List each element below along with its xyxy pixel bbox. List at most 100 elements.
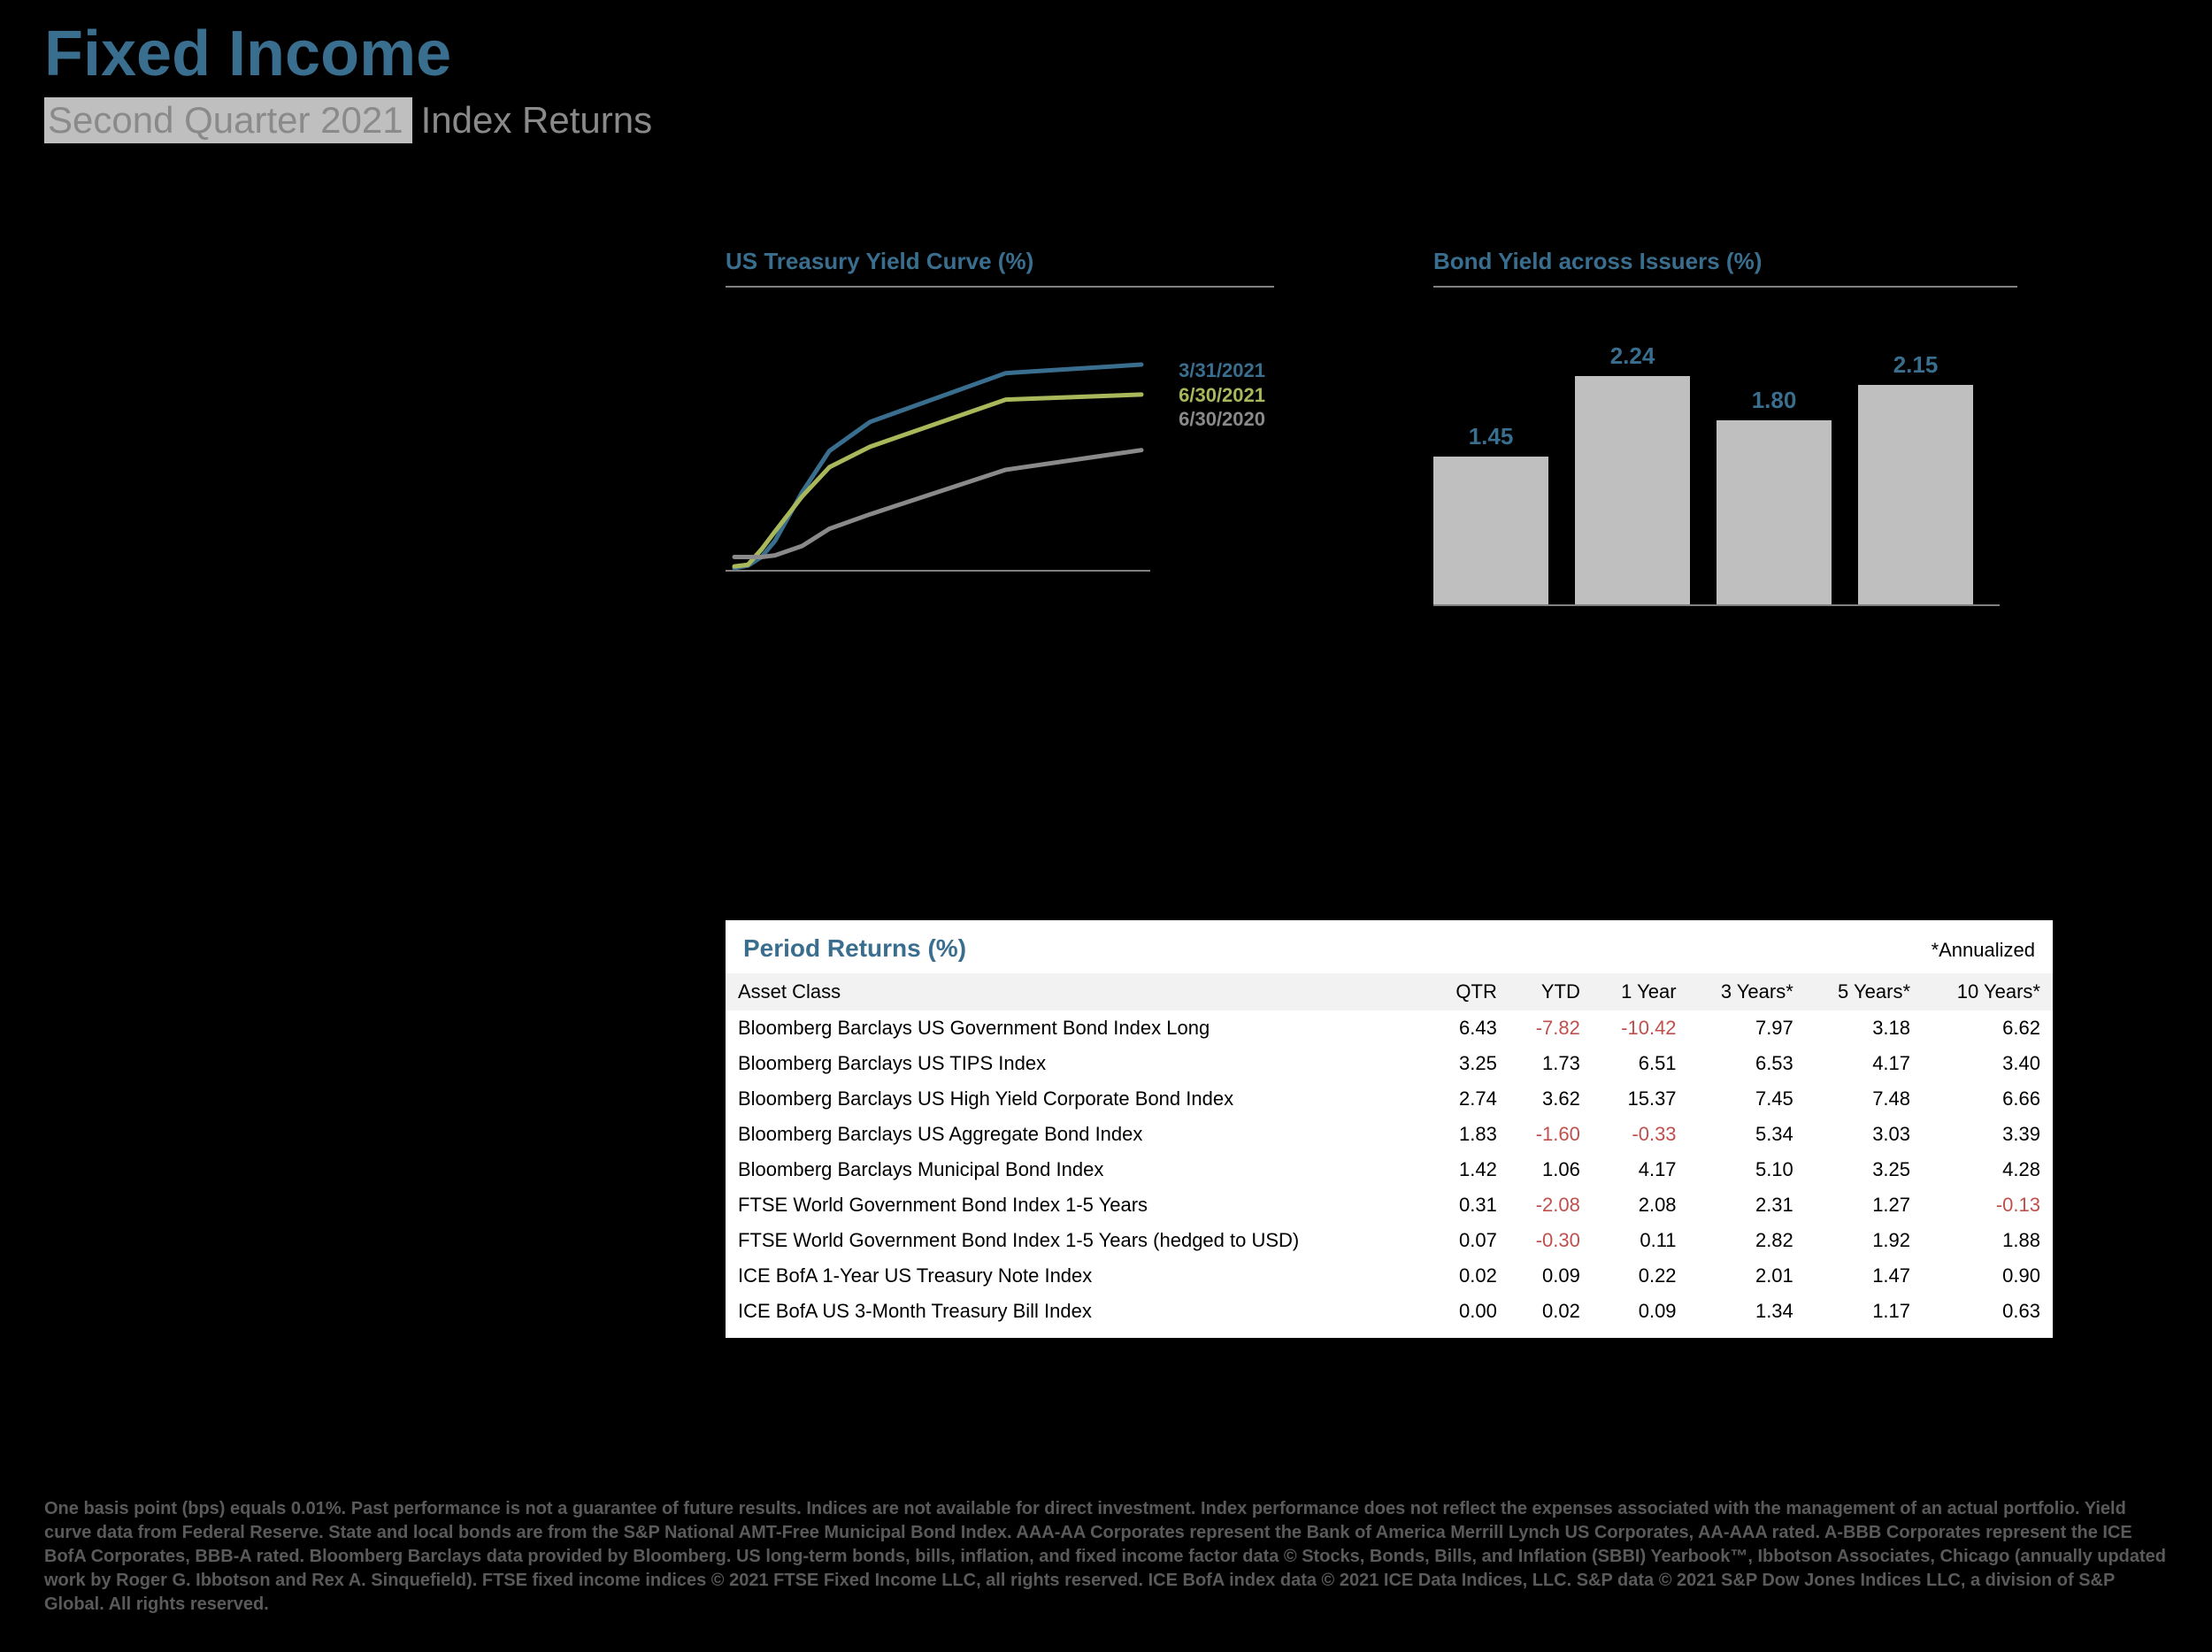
value-cell: 1.27 (1806, 1187, 1923, 1223)
value-cell: 4.28 (1923, 1152, 2053, 1187)
column-header: 5 Years* (1806, 973, 1923, 1010)
returns-data-table: Asset ClassQTRYTD1 Year3 Years*5 Years*1… (726, 973, 2053, 1329)
value-cell: -0.30 (1509, 1223, 1593, 1258)
asset-class-cell: Bloomberg Barclays US Aggregate Bond Ind… (726, 1117, 1430, 1152)
column-header: YTD (1509, 973, 1593, 1010)
bar: 2.24 (1575, 376, 1690, 604)
value-cell: 6.62 (1923, 1010, 2053, 1046)
value-cell: 3.25 (1430, 1046, 1509, 1081)
column-header: QTR (1430, 973, 1509, 1010)
value-cell: 6.43 (1430, 1010, 1509, 1046)
column-header: 10 Years* (1923, 973, 2053, 1010)
value-cell: -0.13 (1923, 1187, 2053, 1223)
legend-item: 6/30/2020 (1179, 407, 1265, 432)
value-cell: 0.07 (1430, 1223, 1509, 1258)
table-row: Bloomberg Barclays US Aggregate Bond Ind… (726, 1117, 2053, 1152)
table-row: FTSE World Government Bond Index 1-5 Yea… (726, 1223, 2053, 1258)
value-cell: 3.03 (1806, 1117, 1923, 1152)
bond-yield-bars: 1.452.241.802.15 (1433, 305, 2000, 606)
annualized-note: *Annualized (1932, 939, 2035, 962)
value-cell: 3.25 (1806, 1152, 1923, 1187)
value-cell: 3.40 (1923, 1046, 2053, 1081)
value-cell: 0.11 (1593, 1223, 1689, 1258)
value-cell: 4.17 (1593, 1152, 1689, 1187)
value-cell: 1.34 (1689, 1294, 1806, 1329)
bond-yield-title: Bond Yield across Issuers (%) (1433, 248, 2017, 275)
bond-yield-chart: Bond Yield across Issuers (%) 1.452.241.… (1433, 248, 2017, 606)
page-title: Fixed Income (44, 18, 652, 90)
value-cell: 1.73 (1509, 1046, 1593, 1081)
value-cell: 6.66 (1923, 1081, 2053, 1117)
value-cell: 3.62 (1509, 1081, 1593, 1117)
value-cell: -10.42 (1593, 1010, 1689, 1046)
value-cell: 2.08 (1593, 1187, 1689, 1223)
bar-value: 1.45 (1433, 423, 1548, 450)
value-cell: 7.45 (1689, 1081, 1806, 1117)
value-cell: 1.47 (1806, 1258, 1923, 1294)
table-row: Bloomberg Barclays US TIPS Index3.251.73… (726, 1046, 2053, 1081)
value-cell: 15.37 (1593, 1081, 1689, 1117)
value-cell: 2.01 (1689, 1258, 1806, 1294)
value-cell: 6.51 (1593, 1046, 1689, 1081)
bar-value: 2.24 (1575, 342, 1690, 370)
asset-class-cell: FTSE World Government Bond Index 1-5 Yea… (726, 1187, 1430, 1223)
asset-class-cell: Bloomberg Barclays Municipal Bond Index (726, 1152, 1430, 1187)
bar: 1.45 (1433, 457, 1548, 604)
returns-title: Period Returns (%) (743, 934, 966, 963)
charts-region: US Treasury Yield Curve (%) 3/31/20216/3… (726, 248, 2017, 606)
table-row: Bloomberg Barclays US High Yield Corpora… (726, 1081, 2053, 1117)
value-cell: 0.63 (1923, 1294, 2053, 1329)
value-cell: 2.74 (1430, 1081, 1509, 1117)
value-cell: 7.97 (1689, 1010, 1806, 1046)
value-cell: -2.08 (1509, 1187, 1593, 1223)
table-row: Bloomberg Barclays Municipal Bond Index1… (726, 1152, 2053, 1187)
value-cell: 0.00 (1430, 1294, 1509, 1329)
legend-item: 6/30/2021 (1179, 383, 1265, 408)
value-cell: -7.82 (1509, 1010, 1593, 1046)
returns-table: Period Returns (%) *Annualized Asset Cla… (726, 920, 2053, 1338)
bar-value: 1.80 (1717, 387, 1832, 414)
value-cell: 0.02 (1430, 1258, 1509, 1294)
value-cell: 1.42 (1430, 1152, 1509, 1187)
asset-class-cell: ICE BofA 1-Year US Treasury Note Index (726, 1258, 1430, 1294)
value-cell: 2.31 (1689, 1187, 1806, 1223)
value-cell: 0.09 (1509, 1258, 1593, 1294)
table-row: ICE BofA US 3-Month Treasury Bill Index0… (726, 1294, 2053, 1329)
table-row: ICE BofA 1-Year US Treasury Note Index0.… (726, 1258, 2053, 1294)
chart-underline (726, 286, 1274, 288)
bar: 2.15 (1858, 385, 1973, 604)
column-header: Asset Class (726, 973, 1430, 1010)
value-cell: 1.92 (1806, 1223, 1923, 1258)
value-cell: 4.17 (1806, 1046, 1923, 1081)
value-cell: 1.17 (1806, 1294, 1923, 1329)
value-cell: 5.34 (1689, 1117, 1806, 1152)
header: Fixed Income Second Quarter 2021 Index R… (44, 18, 652, 143)
subtitle-highlight: Second Quarter 2021 (44, 97, 412, 143)
value-cell: 0.22 (1593, 1258, 1689, 1294)
yield-curve-svg (726, 305, 1150, 580)
value-cell: 0.09 (1593, 1294, 1689, 1329)
asset-class-cell: FTSE World Government Bond Index 1-5 Yea… (726, 1223, 1430, 1258)
value-cell: 0.02 (1509, 1294, 1593, 1329)
value-cell: 1.06 (1509, 1152, 1593, 1187)
yield-curve-legend: 3/31/20216/30/20216/30/2020 (1179, 358, 1265, 432)
value-cell: -1.60 (1509, 1117, 1593, 1152)
asset-class-cell: Bloomberg Barclays US TIPS Index (726, 1046, 1430, 1081)
value-cell: 3.18 (1806, 1010, 1923, 1046)
value-cell: 1.83 (1430, 1117, 1509, 1152)
asset-class-cell: Bloomberg Barclays US Government Bond In… (726, 1010, 1430, 1046)
asset-class-cell: ICE BofA US 3-Month Treasury Bill Index (726, 1294, 1430, 1329)
value-cell: -0.33 (1593, 1117, 1689, 1152)
value-cell: 1.88 (1923, 1223, 2053, 1258)
yield-curve-title: US Treasury Yield Curve (%) (726, 248, 1274, 275)
bar: 1.80 (1717, 420, 1832, 604)
subtitle: Second Quarter 2021 Index Returns (44, 97, 652, 143)
table-row: FTSE World Government Bond Index 1-5 Yea… (726, 1187, 2053, 1223)
value-cell: 5.10 (1689, 1152, 1806, 1187)
value-cell: 7.48 (1806, 1081, 1923, 1117)
value-cell: 0.90 (1923, 1258, 2053, 1294)
value-cell: 6.53 (1689, 1046, 1806, 1081)
yield-curve-chart: US Treasury Yield Curve (%) 3/31/20216/3… (726, 248, 1274, 606)
disclaimer: One basis point (bps) equals 0.01%. Past… (44, 1497, 2168, 1617)
table-row: Bloomberg Barclays US Government Bond In… (726, 1010, 2053, 1046)
